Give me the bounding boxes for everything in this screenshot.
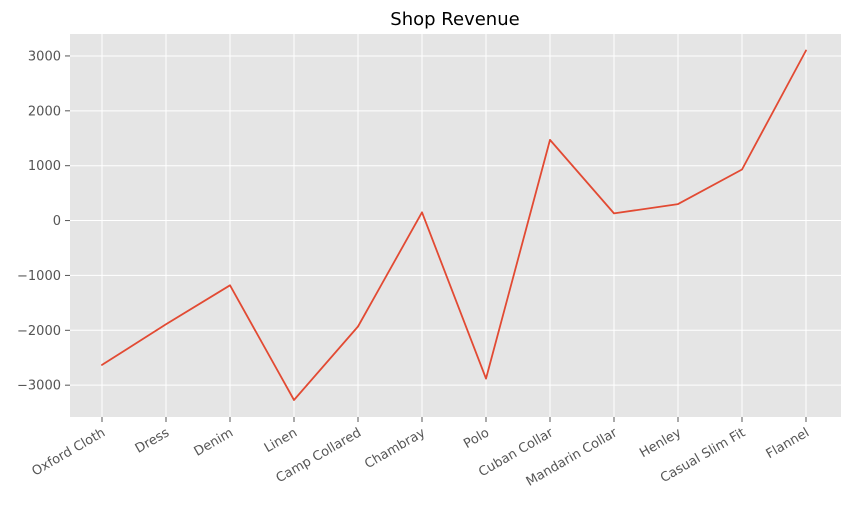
grid-lines [70,34,841,417]
y-tick-label: −3000 [17,379,61,394]
plot-area [70,34,841,417]
x-tick-label: Polo [461,425,492,451]
series-line [101,49,807,401]
y-tick-label: −2000 [17,324,61,339]
y-tick-label: 3000 [28,49,61,64]
x-tick-label: Henley [637,425,684,461]
chart-title: Shop Revenue [390,9,519,30]
x-tick-label: Chambray [362,425,428,472]
y-axis: −3000 −2000 −1000 0 1000 2000 3000 [17,49,70,394]
x-tick-label: Linen [262,425,300,456]
y-tick-label: 0 [53,214,61,229]
y-tick-label: −1000 [17,269,61,284]
y-tick-label: 2000 [28,104,61,119]
x-tick-label: Denim [192,425,236,459]
x-tick-label: Oxford Cloth [30,425,108,479]
x-tick-label: Flannel [764,425,812,462]
x-tick-label: Dress [133,425,172,456]
y-tick-label: 1000 [28,159,61,174]
series-layer [101,49,807,401]
